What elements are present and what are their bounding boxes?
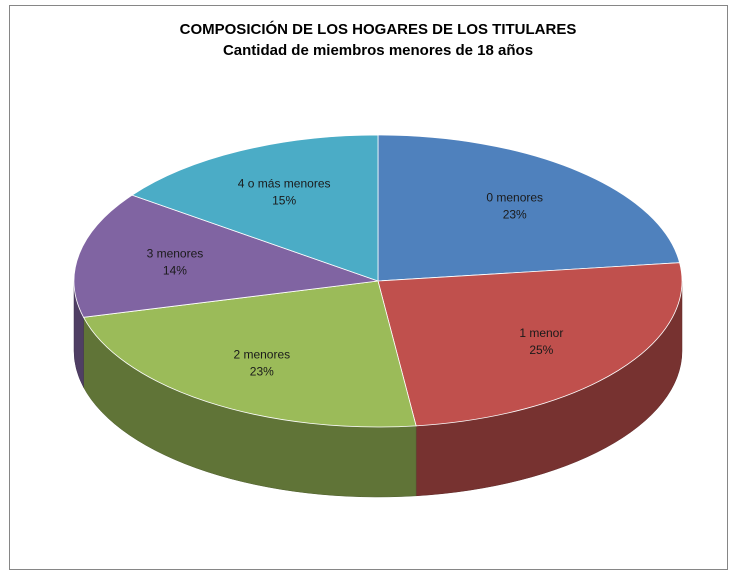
slice bbox=[73, 194, 379, 318]
slice-value-label: 23% bbox=[503, 208, 527, 222]
slice bbox=[377, 262, 683, 427]
slice-value-label: 25% bbox=[529, 343, 553, 357]
chart-title: COMPOSICIÓN DE LOS HOGARES DE LOS TITULA… bbox=[180, 20, 577, 38]
slice bbox=[131, 134, 379, 282]
slice-label: 1 menor bbox=[519, 326, 563, 340]
slice bbox=[377, 134, 681, 282]
slice-label: 3 menores bbox=[147, 247, 204, 261]
slice-value-label: 15% bbox=[272, 194, 296, 208]
slice-value-label: 14% bbox=[163, 264, 187, 278]
chart-subtitle: Cantidad de miembros menores de 18 años bbox=[223, 42, 533, 59]
slice-value-label: 23% bbox=[250, 364, 274, 378]
slice bbox=[82, 280, 417, 428]
slice-label: 0 menores bbox=[486, 191, 543, 205]
slice-label: 4 o más menores bbox=[238, 177, 331, 191]
slice-label: 2 menores bbox=[233, 347, 290, 361]
